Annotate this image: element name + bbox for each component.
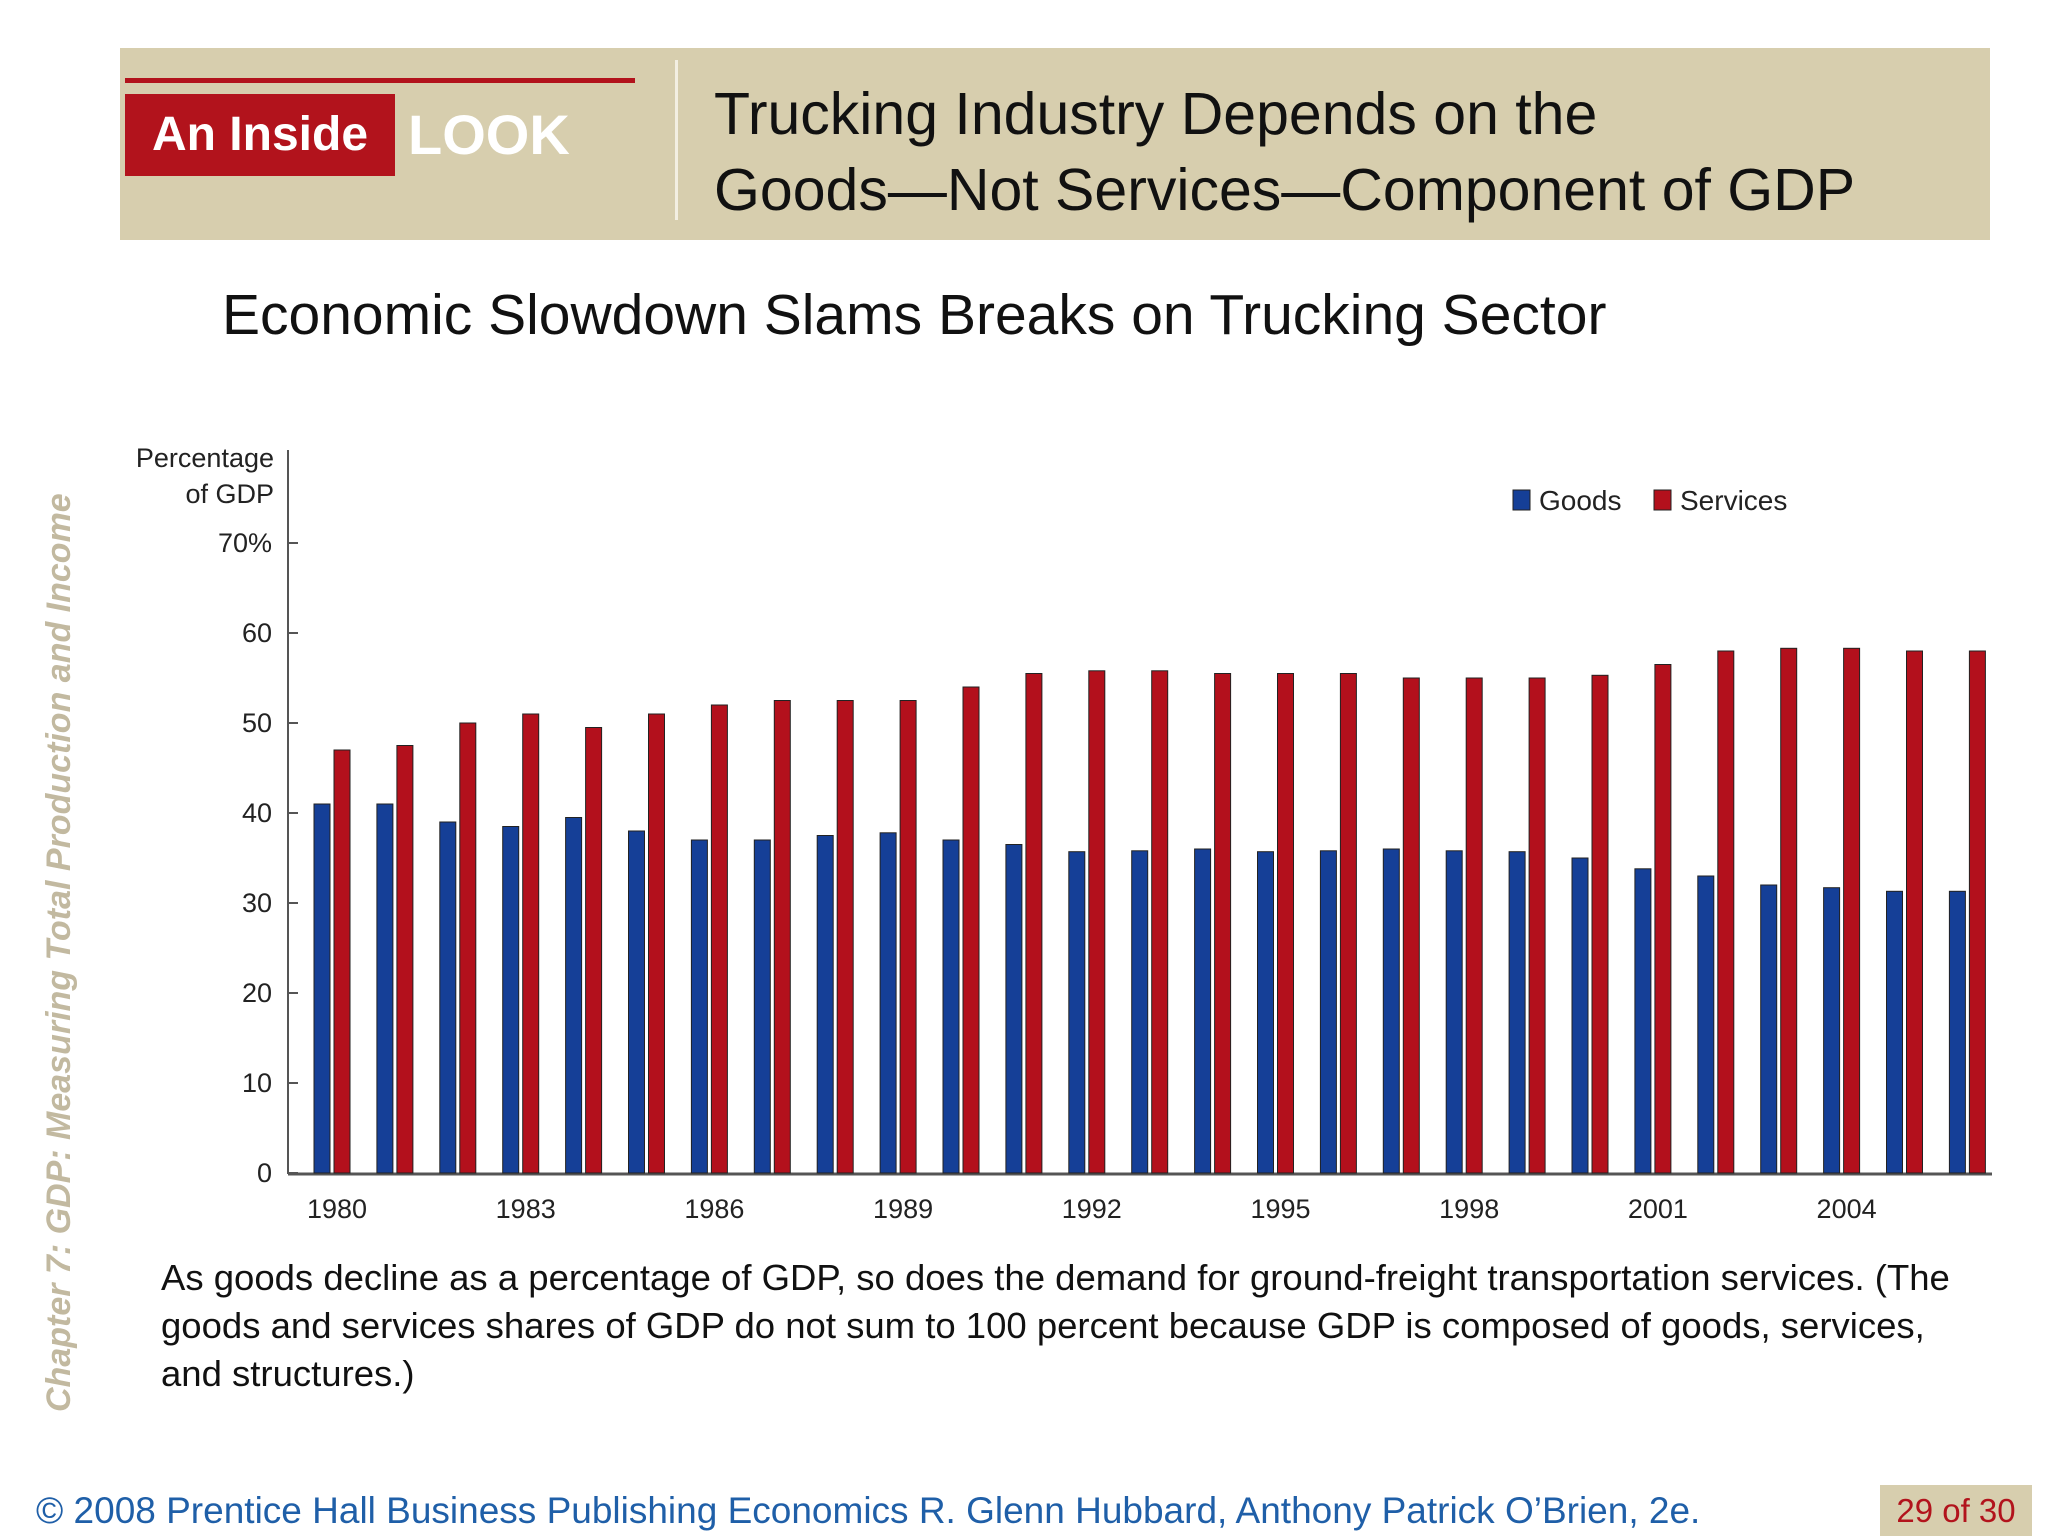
y-tick-label: 50: [242, 708, 272, 738]
slide-title-line-2: Goods—Not Services—Component of GDP: [714, 157, 1856, 223]
bar-goods-2006: [1948, 890, 1966, 1174]
x-tick-label: 1989: [873, 1194, 933, 1224]
y-tick-label: 30: [242, 888, 272, 918]
bar-services-2003: [1780, 647, 1798, 1174]
bar-services-1986: [710, 704, 728, 1174]
y-tick-label: 10: [242, 1068, 272, 1098]
bar-services-1984: [585, 727, 603, 1174]
bar-goods-1999: [1508, 851, 1526, 1174]
bar-goods-1998: [1445, 850, 1463, 1174]
legend-label-services: Services: [1680, 485, 1787, 516]
bar-goods-1983: [502, 826, 520, 1174]
bar-services-1982: [459, 722, 477, 1174]
bar-goods-1988: [816, 835, 834, 1174]
banner-red-line: [125, 78, 635, 83]
bar-services-2000: [1591, 674, 1609, 1174]
page-number: 29 of 30: [1880, 1485, 2032, 1536]
an-inside-tag: An Inside: [125, 94, 395, 176]
bar-goods-1994: [1194, 848, 1212, 1174]
article-headline: Economic Slowdown Slams Breaks on Trucki…: [222, 283, 1607, 347]
bar-goods-1985: [628, 830, 645, 1174]
legend-label-goods: Goods: [1539, 485, 1622, 516]
slide-banner: An Inside LOOK Trucking Industry Depends…: [120, 48, 1990, 240]
bar-services-1991: [1025, 673, 1043, 1174]
bar-services-2001: [1654, 664, 1672, 1174]
bar-goods-1989: [879, 832, 897, 1174]
x-tick-label: 1998: [1439, 1194, 1499, 1224]
bar-services-1981: [396, 745, 414, 1174]
bar-goods-1981: [376, 803, 394, 1174]
bar-goods-2002: [1697, 875, 1715, 1174]
bar-goods-2001: [1634, 868, 1652, 1174]
bar-services-1989: [899, 700, 917, 1174]
y-tick-label: 0: [257, 1158, 272, 1188]
banner-divider: [675, 60, 678, 220]
bar-goods-1991: [1005, 844, 1023, 1174]
y-axis-label: of GDP: [185, 479, 274, 509]
y-axis-label: Percentage: [136, 443, 274, 473]
bar-services-2002: [1717, 650, 1735, 1174]
y-tick-label: 40: [242, 798, 272, 828]
bar-services-1980: [333, 749, 351, 1174]
bar-services-1997: [1402, 677, 1420, 1174]
gdp-share-bar-chart: Percentage of GDP 0 10 20 30 40 50 60 70% 1980 1983…: [136, 443, 1992, 1224]
bar-services-1998: [1465, 677, 1483, 1174]
look-tag: LOOK: [408, 103, 570, 166]
x-tick-label: 1986: [684, 1194, 744, 1224]
bar-goods-1996: [1319, 850, 1337, 1174]
bar-services-1987: [773, 700, 791, 1174]
bar-goods-1982: [439, 821, 457, 1174]
y-tick-label: 70%: [218, 528, 272, 558]
bar-services-1993: [1151, 670, 1169, 1174]
bar-services-2005: [1906, 650, 1923, 1174]
bar-goods-2000: [1571, 857, 1589, 1174]
bar-goods-1984: [565, 817, 583, 1174]
slide-title-line-1: Trucking Industry Depends on the: [714, 81, 1598, 147]
bar-goods-1997: [1382, 848, 1400, 1174]
x-tick-label: 1983: [496, 1194, 556, 1224]
bar-goods-1993: [1131, 850, 1149, 1174]
bar-goods-1986: [690, 839, 708, 1174]
bar-services-1992: [1088, 670, 1106, 1174]
bar-goods-1995: [1257, 851, 1274, 1174]
legend-swatch-services: [1653, 489, 1672, 511]
bar-goods-1990: [942, 839, 960, 1174]
bar-services-1988: [836, 700, 854, 1174]
footer-copyright: © 2008 Prentice Hall Business Publishing…: [36, 1490, 1701, 1531]
y-tick-label: 20: [242, 978, 272, 1008]
bar-services-1995: [1277, 673, 1294, 1174]
bar-services-1990: [962, 686, 980, 1174]
x-tick-label: 2004: [1817, 1194, 1877, 1224]
bar-goods-2004: [1823, 887, 1841, 1174]
bar-goods-2003: [1760, 884, 1778, 1174]
x-tick-label: 1980: [307, 1194, 367, 1224]
bar-goods-1980: [313, 803, 331, 1174]
x-tick-label: 1995: [1250, 1194, 1310, 1224]
bar-services-2004: [1843, 647, 1861, 1174]
chart-caption: As goods decline as a percentage of GDP,…: [161, 1257, 1950, 1394]
bar-services-1983: [522, 713, 540, 1174]
bar-goods-2005: [1886, 890, 1903, 1174]
x-tick-label: 1992: [1062, 1194, 1122, 1224]
bar-services-1994: [1214, 673, 1232, 1174]
legend-swatch-goods: [1512, 489, 1531, 511]
bar-goods-1992: [1068, 851, 1086, 1174]
bar-services-1996: [1339, 673, 1357, 1174]
bar-services-1999: [1528, 677, 1546, 1174]
x-tick-label: 2001: [1628, 1194, 1688, 1224]
bar-services-1985: [648, 713, 665, 1174]
slide-title: Trucking Industry Depends on the Goods—N…: [714, 76, 1974, 228]
bar-goods-1987: [753, 839, 771, 1174]
y-tick-label: 60: [242, 618, 272, 648]
bar-services-2006: [1968, 650, 1986, 1174]
